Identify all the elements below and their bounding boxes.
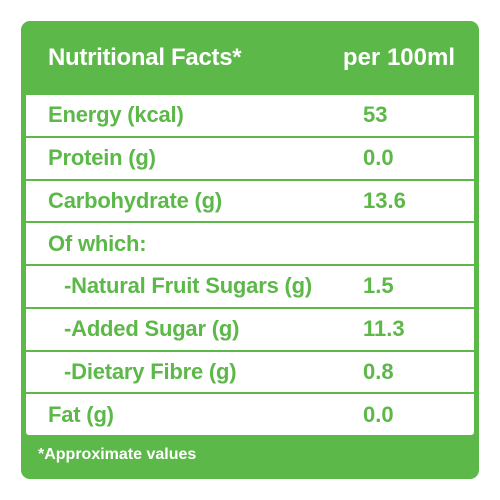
nutrient-label: Protein (g) — [48, 145, 156, 171]
nutrient-value: 13.6 — [363, 187, 406, 213]
nutrient-row-of-which: Of which: — [26, 223, 474, 266]
nutrient-label: -Dietary Fibre (g) — [64, 358, 237, 384]
nutrient-value: 53 — [363, 102, 388, 128]
nutrient-label: Fat (g) — [48, 401, 114, 427]
nutrient-label: -Natural Fruit Sugars (g) — [64, 273, 313, 299]
footnote-text: *Approximate values — [38, 445, 197, 463]
nutrient-value: 1.5 — [363, 273, 394, 299]
nutrient-label: Of which: — [48, 230, 147, 256]
nutrient-label: -Added Sugar (g) — [64, 316, 240, 342]
nutrient-row-energy: Energy (kcal) 53 — [26, 95, 474, 138]
nutrient-value: 11.3 — [363, 316, 405, 342]
nutrient-label: Carbohydrate (g) — [48, 187, 223, 213]
nutrient-row-protein: Protein (g) 0.0 — [26, 138, 474, 181]
nutrition-title: Nutritional Facts* — [48, 44, 242, 71]
serving-basis: per 100ml — [342, 44, 455, 71]
nutrient-row-dietary-fibre: -Dietary Fibre (g) 0.8 — [26, 352, 474, 395]
nutrient-row-natural-fruit-sugars: -Natural Fruit Sugars (g) 1.5 — [26, 266, 474, 309]
nutrition-facts-panel: Nutritional Facts* per 100ml Energy (kca… — [21, 21, 479, 479]
nutrient-value: 0.0 — [363, 401, 394, 427]
nutrition-table: Energy (kcal) 53 Protein (g) 0.0 Carbohy… — [26, 95, 474, 435]
nutrient-value: 0.0 — [363, 145, 394, 171]
nutrient-row-fat: Fat (g) 0.0 — [26, 394, 474, 435]
nutrient-value: 0.8 — [363, 358, 394, 384]
nutrient-label: Energy (kcal) — [48, 102, 184, 128]
footnote: *Approximate values — [26, 435, 474, 474]
nutrient-row-added-sugar: -Added Sugar (g) 11.3 — [26, 309, 474, 352]
nutrition-header: Nutritional Facts* per 100ml — [26, 21, 474, 95]
nutrient-row-carbohydrate: Carbohydrate (g) 13.6 — [26, 181, 474, 224]
